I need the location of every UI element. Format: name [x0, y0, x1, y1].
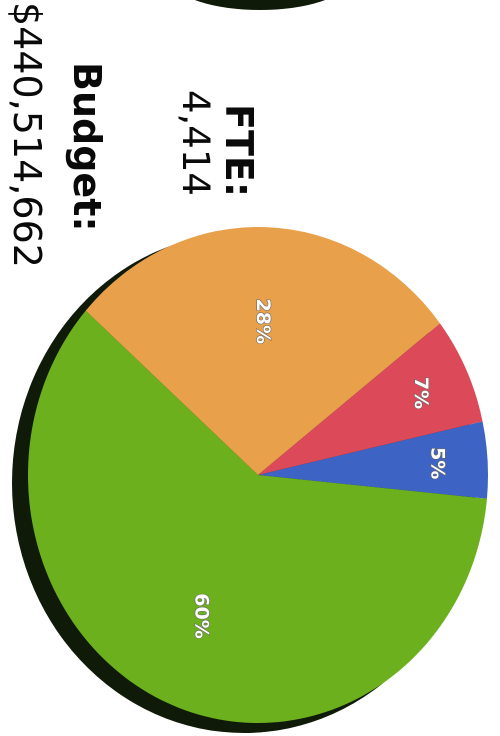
pie-shadow-top [175, 0, 345, 10]
pie-slice-1 [27, 310, 487, 724]
pie-slice-label-2: 28% [252, 299, 274, 344]
pie-slice-label-3: 7% [410, 377, 432, 409]
pie-slice-label-1: 60% [191, 593, 213, 638]
pie-slice-0 [258, 421, 488, 499]
pie-slice-label-0: 5% [427, 447, 449, 479]
pie-slice-2 [85, 226, 440, 475]
pie-slice-3 [258, 323, 483, 475]
